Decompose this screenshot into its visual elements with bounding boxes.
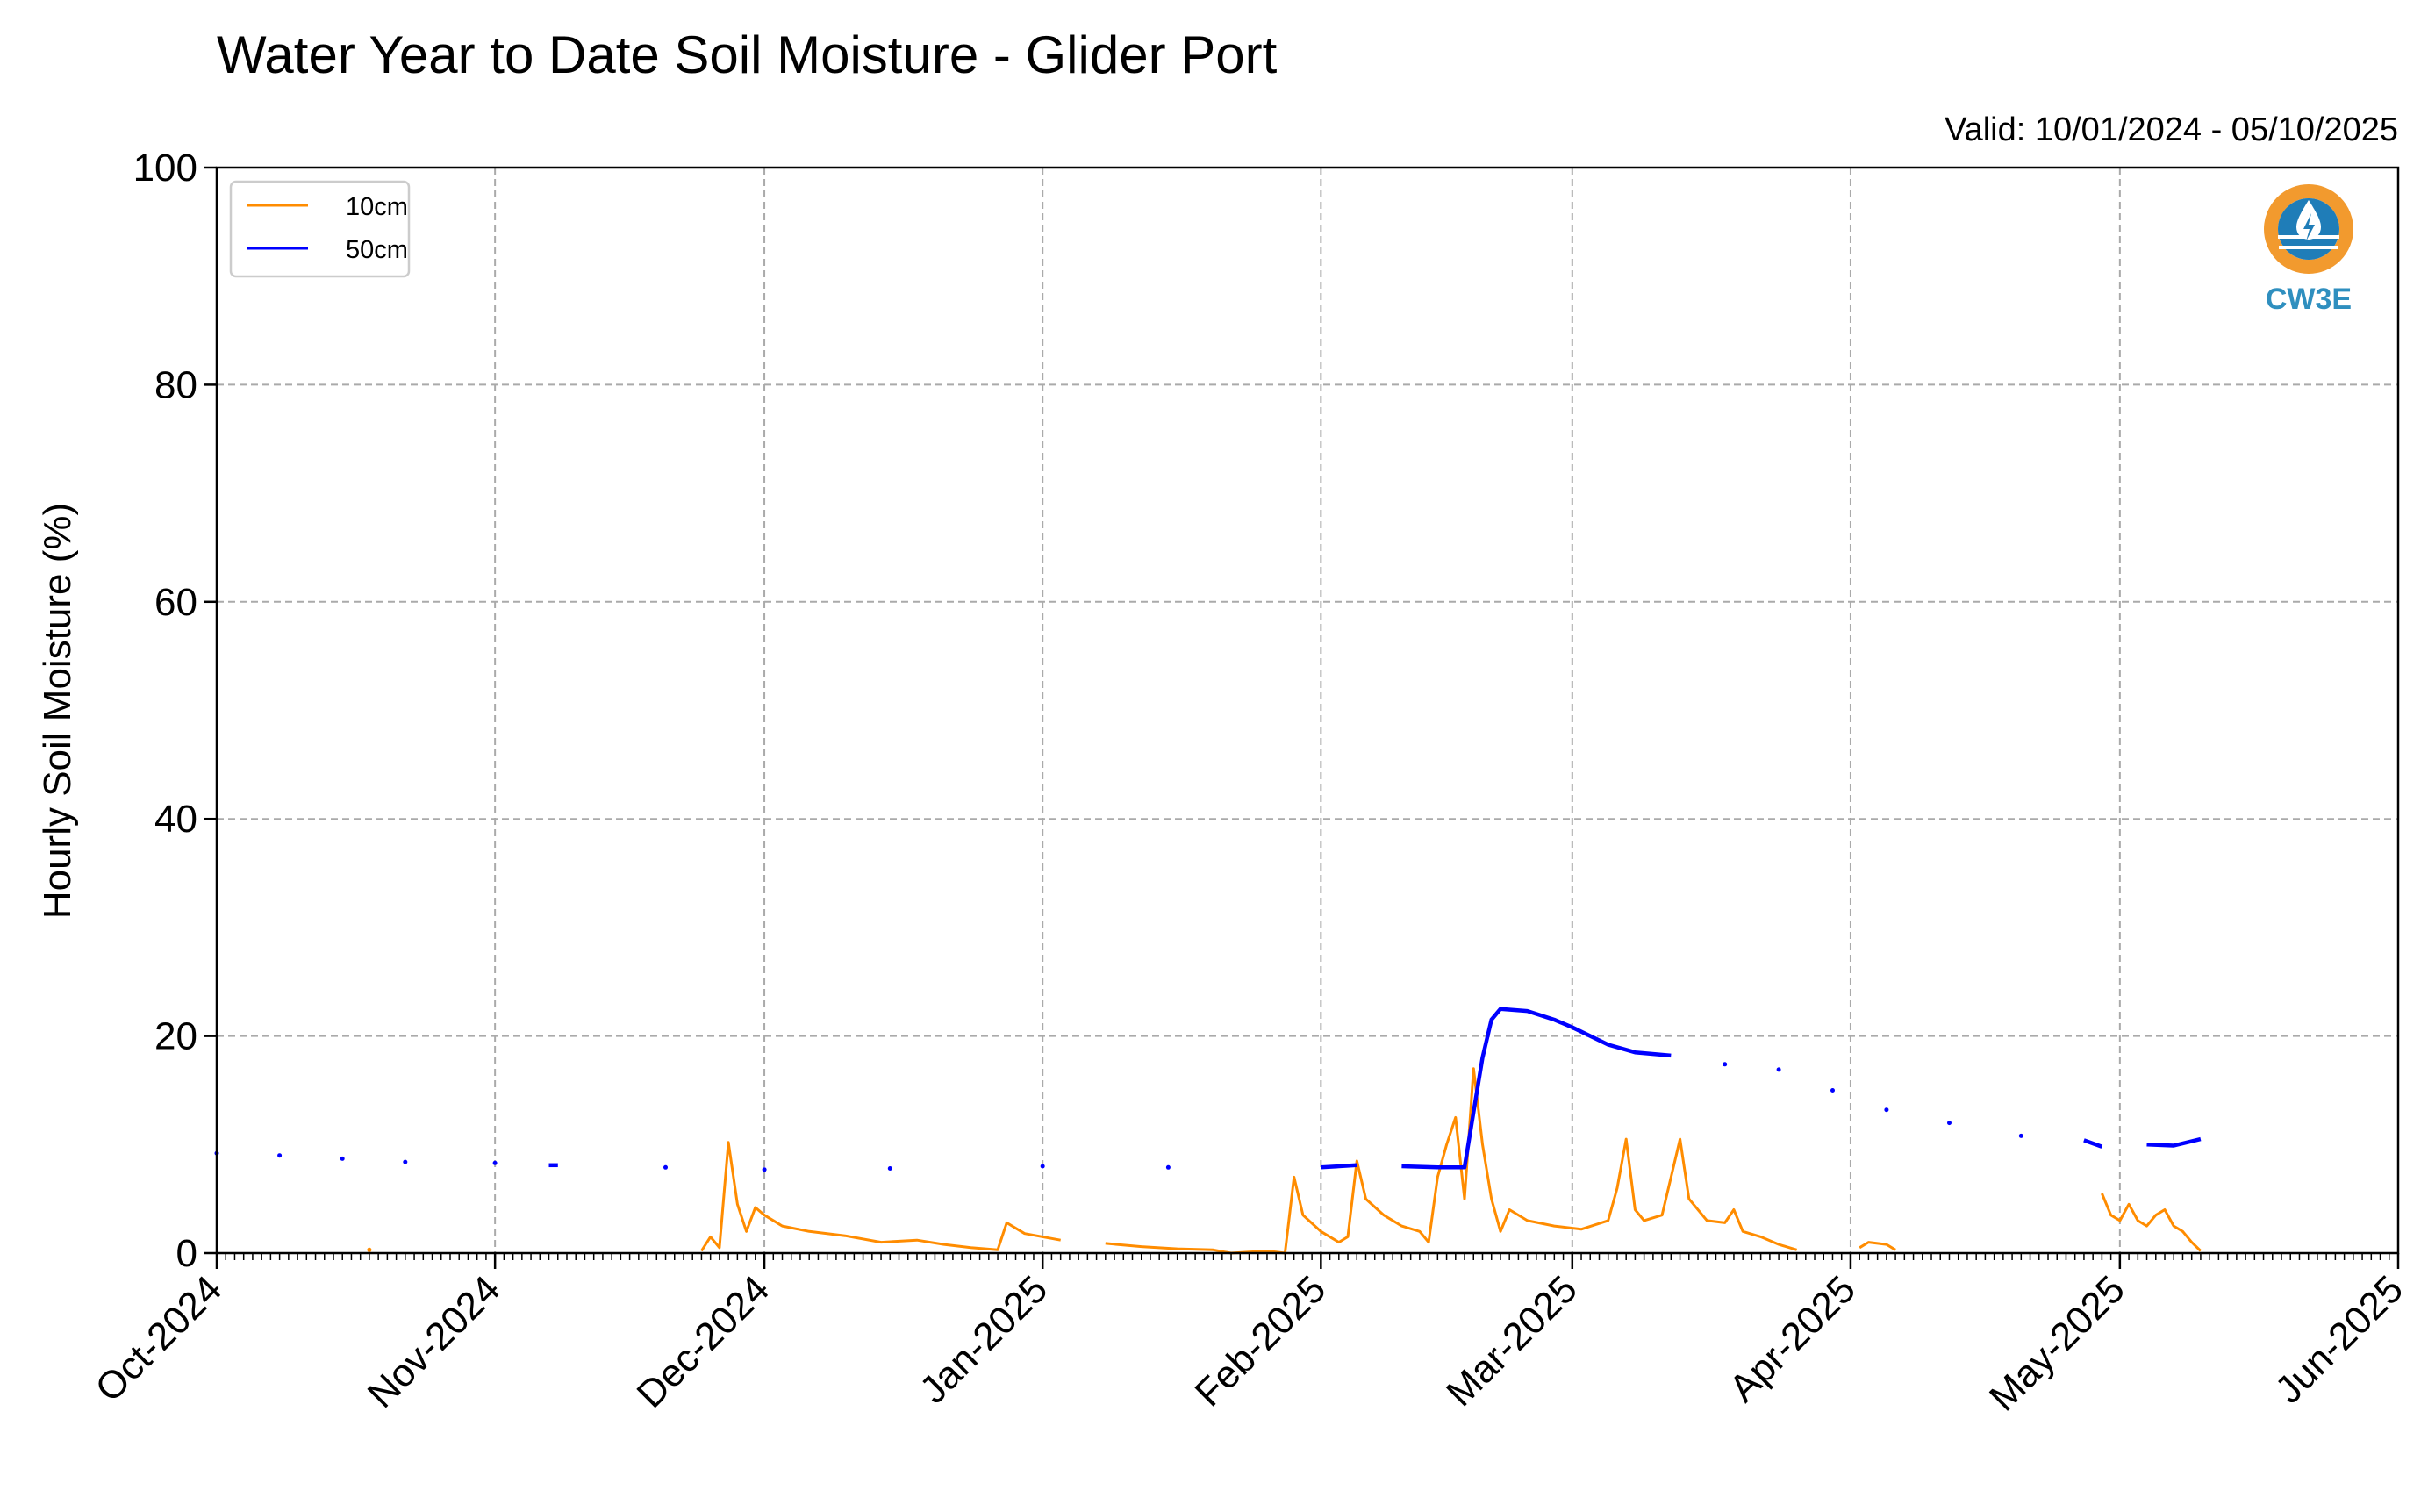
series-point-50cm (663, 1164, 668, 1170)
legend-label-50cm: 50cm (346, 236, 408, 264)
y-axis-label: Hourly Soil Moisture (%) (36, 503, 79, 919)
y-tick-label: 100 (133, 147, 197, 190)
series-point-50cm (887, 1166, 892, 1171)
series-point-10cm (367, 1247, 372, 1252)
y-tick-label: 60 (154, 581, 197, 624)
y-tick-label: 40 (154, 798, 197, 841)
series-line-50cm (2146, 1136, 2202, 1148)
series-point-50cm (1830, 1088, 1835, 1093)
plot-frame (215, 166, 2400, 1255)
series-point-50cm (1723, 1062, 1728, 1067)
series-line-10cm (1859, 1241, 1896, 1251)
bolt-icon (2303, 213, 2315, 241)
series-point-50cm (762, 1167, 767, 1172)
logo-text: CW3E (2266, 283, 2352, 316)
series-line-50cm (2083, 1138, 2103, 1149)
series-line-50cm (1321, 1163, 1357, 1170)
series-point-50cm (1040, 1164, 1045, 1169)
chart-title: Water Year to Date Soil Moisture - Glide… (217, 25, 1278, 84)
series-line-10cm (2101, 1193, 2202, 1252)
series-point-50cm (1884, 1107, 1889, 1113)
legend-label-10cm: 10cm (346, 193, 408, 221)
y-tick-label: 20 (154, 1015, 197, 1058)
series-point-50cm (1165, 1164, 1171, 1170)
series-line-10cm (1105, 1067, 1798, 1255)
logo-ring (2264, 184, 2353, 274)
y-tick-label: 80 (154, 363, 197, 406)
series-point-50cm (2018, 1133, 2023, 1138)
series-point-50cm (403, 1159, 408, 1164)
series-line-10cm (700, 1141, 1061, 1252)
series-point-50cm (1776, 1067, 1781, 1072)
series-point-50cm (277, 1153, 283, 1158)
series-layer (214, 1007, 2202, 1255)
series-line-50cm (1401, 1007, 1672, 1170)
series-point-50cm (340, 1156, 345, 1161)
legend: 10cm 50cm (229, 180, 411, 278)
grid-lines (217, 168, 2398, 1253)
chart-valid-range: Valid: 10/01/2024 - 05/10/2025 (1945, 111, 2398, 148)
series-point-50cm (492, 1160, 498, 1165)
cw3e-logo: CW3E (2264, 184, 2353, 316)
y-tick-label: 0 (176, 1232, 197, 1275)
series-point-50cm (1947, 1121, 1952, 1126)
